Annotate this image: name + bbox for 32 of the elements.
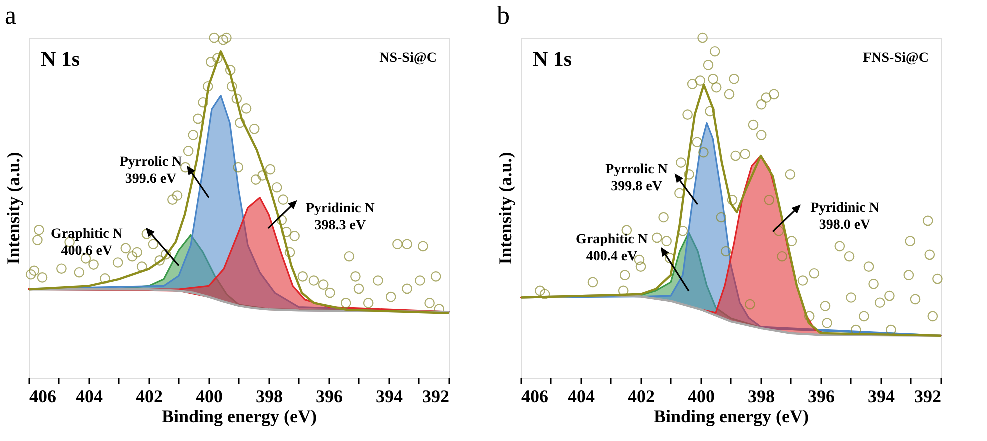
x-tick-label: 406 [522, 386, 548, 406]
annotation: Pyridinic N 398.3 eV [306, 201, 375, 234]
x-tick-label: 406 [30, 386, 56, 406]
chart-title: b [497, 1, 510, 30]
x-axis-title: Binding energy (eV) [654, 406, 809, 426]
x-tick-label: 398 [256, 386, 283, 406]
annotation: Pyrrolic N 399.6 eV [120, 154, 182, 187]
x-tick-label: 404 [76, 386, 103, 406]
annotation: FNS-Si@C [863, 51, 929, 66]
x-tick-label: 402 [628, 386, 655, 406]
x-tick-label: 394 [868, 386, 895, 406]
annotation: Graphitic N 400.6 eV [50, 226, 123, 259]
x-axis-title: Binding energy (eV) [162, 406, 317, 426]
y-axis-title: Intensity (a.u.) [4, 152, 24, 265]
x-tick-label: 398 [748, 386, 775, 406]
x-tick-label: 396 [808, 386, 835, 406]
annotation: N 1s [41, 47, 80, 71]
annotation: NS-Si@C [380, 51, 437, 66]
annotation: Graphitic N 400.4 eV [576, 232, 648, 264]
x-tick-label: 402 [136, 386, 163, 406]
x-tick-label: 396 [316, 386, 343, 406]
annotation: Pyrrolic N 399.8 eV [606, 162, 668, 195]
x-tick-label: 404 [568, 386, 595, 406]
x-tick-label: 394 [376, 386, 403, 406]
x-tick-label: 400 [688, 386, 715, 406]
chart-title: a [5, 1, 17, 30]
x-tick-label: 400 [196, 386, 223, 406]
annotation: Pyridinic N 398.0 eV [810, 200, 880, 233]
x-tick-label: 392 [914, 386, 942, 406]
annotation: N 1s [533, 47, 572, 71]
x-tick-label: 392 [422, 386, 450, 406]
y-axis-title: Intensity (a.u.) [496, 152, 516, 265]
